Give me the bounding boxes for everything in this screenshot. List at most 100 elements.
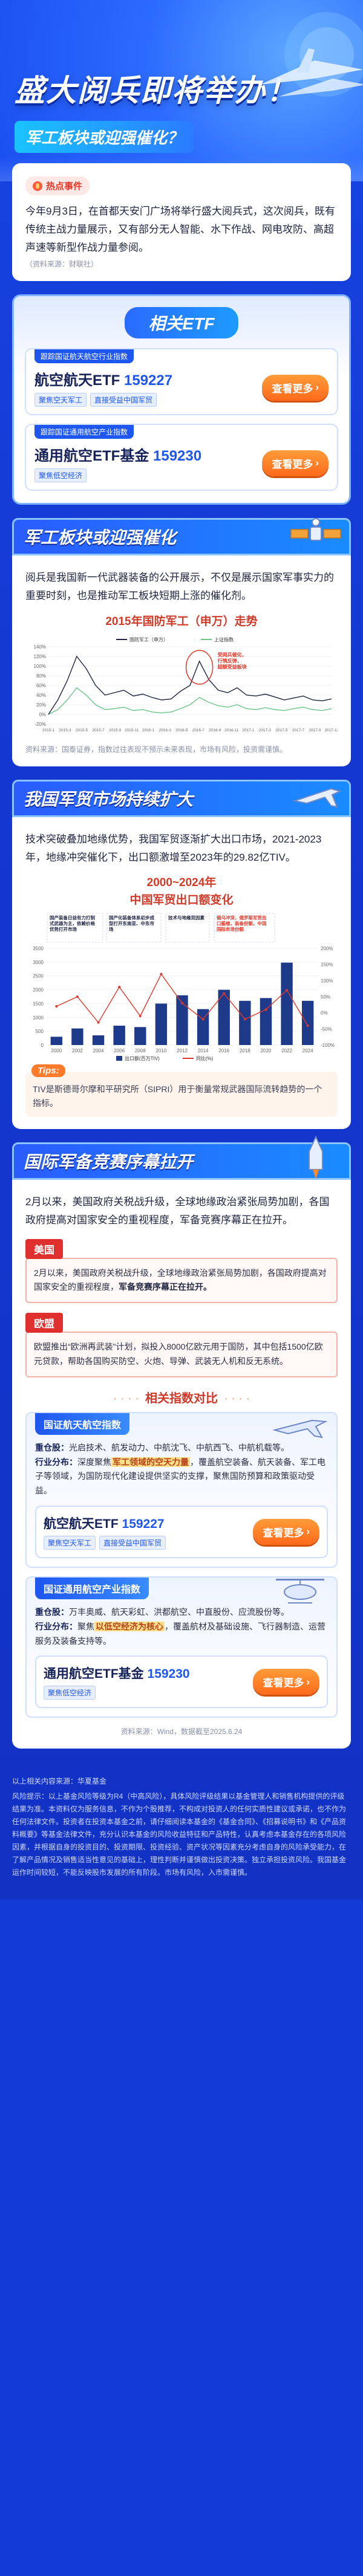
section-text-2: 技术突破叠加地缘优势，我国军贸逐渐扩大出口市场，2021-2023年，地缘冲突催…: [25, 833, 322, 863]
annotation-text: 俄乌冲突，俄罗斯军贸出: [216, 914, 267, 921]
y-tick-label: -20%: [34, 722, 46, 727]
yoy-point: [243, 1018, 246, 1021]
view-more-button[interactable]: 查看更多 ›: [253, 1669, 319, 1695]
fund-tags: 聚焦低空经济: [34, 468, 201, 483]
fund-name: 通用航空ETF基金 159230: [34, 444, 201, 465]
fund-tag: 直接受益中国军贸: [99, 1535, 166, 1550]
section-card-3: 2月以来，美国政府关税战升级，全球地缘政治紧张局势加剧，各国政府提高对国家安全的…: [12, 1180, 351, 1749]
view-more-button[interactable]: 查看更多 ›: [262, 374, 329, 401]
y-left-tick-label: 500: [36, 1029, 44, 1034]
x-tick-label: 2017-7: [292, 728, 305, 733]
annotation-box: [214, 913, 275, 943]
yoy-point: [139, 1015, 142, 1018]
footer: 以上相关内容来源：华夏基金 风险提示：以上基金风险等级为R4（中高风险），具体风…: [0, 1762, 363, 1888]
x-tick-label: 2024: [302, 1048, 313, 1053]
annotation-box: [165, 913, 210, 943]
industry-highlight: 军工领域的空天力量: [111, 1457, 190, 1467]
y-left-tick-label: 2000: [33, 988, 44, 993]
y-right-tick-label: -100%: [321, 1043, 335, 1048]
yoy-point: [201, 1018, 204, 1021]
helicopter-icon: [276, 1578, 324, 1604]
y-tick-label: 60%: [36, 683, 46, 688]
region-box-us: 2月以来，美国政府关税战升级，全球地缘政治紧张局势加剧，各国政府提高对国家安全的…: [25, 1257, 338, 1304]
bar: [197, 1009, 209, 1046]
index-industry: 行业分布：聚焦 以低空经济为核心 ，覆盖航材及基础设施、飞行器制造、运营服务及装备支…: [35, 1620, 328, 1649]
rocket-icon: [309, 1135, 323, 1180]
bar-chart-svg: 3500 3000 2500 2000 1500 1000 500 0 200% 150% 100%…: [33, 913, 335, 1061]
y-left-tick-label: 3000: [33, 960, 44, 965]
x-tick-label: 2002: [72, 1048, 83, 1053]
index-card-general-aviation: 国证通用航空产业指数 重仓股：万丰奥威、航天彩虹、洪都航空、中直股份、应流股份等…: [25, 1576, 338, 1718]
bar: [50, 1037, 62, 1046]
legend-swatch: [116, 1056, 122, 1061]
industry-label: 行业分布：: [35, 1621, 77, 1631]
fund-tags: 聚焦低空经济: [44, 1686, 190, 1700]
y-tick-label: 140%: [34, 644, 46, 650]
yoy-point: [264, 1008, 267, 1011]
x-tick-label: 2000: [51, 1048, 62, 1053]
yoy-point: [118, 986, 121, 989]
x-tick-label: 2016: [218, 1048, 229, 1053]
fund-tag: 聚焦低空经济: [44, 1686, 96, 1700]
yoy-point: [97, 1021, 100, 1024]
yoy-point: [76, 995, 79, 998]
annotation-text: 场: [109, 926, 114, 932]
annotation-text: 优势打开市场: [50, 926, 77, 932]
bar: [92, 1035, 105, 1046]
industry-post: ，覆盖航空装备、航天装备、军工电子等领域，为国防现代化建设提供坚实的支撑，聚焦国…: [35, 1457, 325, 1496]
chevron-right-icon: ›: [315, 381, 319, 393]
y-left-tick-label: 1000: [33, 1015, 44, 1021]
fund-name-text: 通用航空ETF基金: [44, 1667, 144, 1681]
view-more-button[interactable]: 查看更多 ›: [262, 450, 329, 476]
footer-source: 以上相关内容来源：华夏基金: [12, 1777, 107, 1786]
holdings-text: 万丰奥威、航天彩虹、洪都航空、中直股份、应流股份等。: [69, 1607, 289, 1617]
x-tick-label: 2017-5: [275, 728, 288, 733]
annotation-box: [47, 913, 103, 943]
y-tick-label: 100%: [34, 664, 46, 669]
fund-tag: 聚焦空天军工: [34, 393, 87, 407]
y-tick-label: 40%: [36, 693, 46, 698]
fund-name-text: 航空航天ETF: [34, 372, 120, 389]
view-more-label: 查看更多: [263, 1677, 304, 1689]
holdings-label: 重仓股：: [35, 1442, 69, 1452]
yoy-point: [55, 1005, 58, 1008]
section-banner-2: 我国军贸市场持续扩大: [12, 779, 351, 817]
legend-label: 出口额(百万TIV): [125, 1055, 160, 1061]
tips-label: Tips:: [31, 1064, 65, 1078]
parade-decoration-icon: [260, 12, 363, 97]
x-tick-label: 2017-1: [242, 728, 255, 733]
x-tick-label: 2017-11: [324, 728, 338, 733]
view-more-label: 查看更多: [263, 1527, 304, 1539]
x-tick-label: 2015-9: [109, 728, 122, 733]
fighter-jet-icon: [292, 788, 342, 808]
fund-code: 159227: [122, 1516, 165, 1531]
x-tick-label: 2015-1: [42, 728, 55, 733]
yoy-point: [181, 1002, 183, 1005]
yoy-point: [286, 989, 289, 992]
index-fund: 通用航空ETF基金 159230 聚焦低空经济 查看更多 ›: [35, 1655, 328, 1709]
x-tick-label: 2008: [135, 1048, 146, 1053]
fund-name: 通用航空ETF基金 159230: [44, 1664, 190, 1682]
annotation-text: 行情反弹，: [217, 658, 242, 664]
fire-icon: [33, 181, 42, 191]
fund-tag: 聚焦空天军工: [44, 1535, 96, 1550]
annotation-text: 国产装备日益有力打制: [50, 914, 95, 921]
index-card-aerospace: 国证航天航空指数 重仓股：光启技术、航发动力、中航沈飞、中航西飞、中航机载等。 …: [25, 1411, 338, 1568]
industry-label: 行业分布：: [35, 1457, 77, 1467]
x-tick-label: 2015-3: [59, 728, 71, 733]
y-left-tick-label: 3500: [33, 946, 44, 951]
y-left-tick-label: 1500: [33, 1002, 44, 1007]
fund-info: 航空航天ETF 159227 聚焦空天军工 直接受益中国军贸: [34, 368, 172, 407]
region-label-us: 美国: [25, 1238, 63, 1259]
legend-label: 国防军工（申万）: [129, 636, 168, 642]
section-banner-3: 国际军备竞赛序幕拉开: [12, 1135, 351, 1180]
hot-event-label: 热点事件: [46, 181, 83, 192]
section-card-1: 阅兵是我国新一代武器装备的公开展示，不仅是展示国家军事实力的重要时刻，也是推动军…: [12, 555, 351, 766]
view-more-button[interactable]: 查看更多 ›: [253, 1518, 319, 1545]
legend-label: 上证指数: [214, 636, 234, 642]
footer-risk: 风险提示：以上基金风险等级为R4（中高风险），具体风险评级结果以基金管理人和销售…: [12, 1792, 347, 1877]
x-tick-label: 2018: [240, 1048, 250, 1053]
index-holdings: 重仓股：万丰奥威、航天彩虹、洪都航空、中直股份、应流股份等。: [35, 1605, 328, 1620]
chevron-right-icon: ›: [306, 1526, 310, 1538]
annotation-text: 式武器为主，依赖价格: [50, 921, 95, 927]
